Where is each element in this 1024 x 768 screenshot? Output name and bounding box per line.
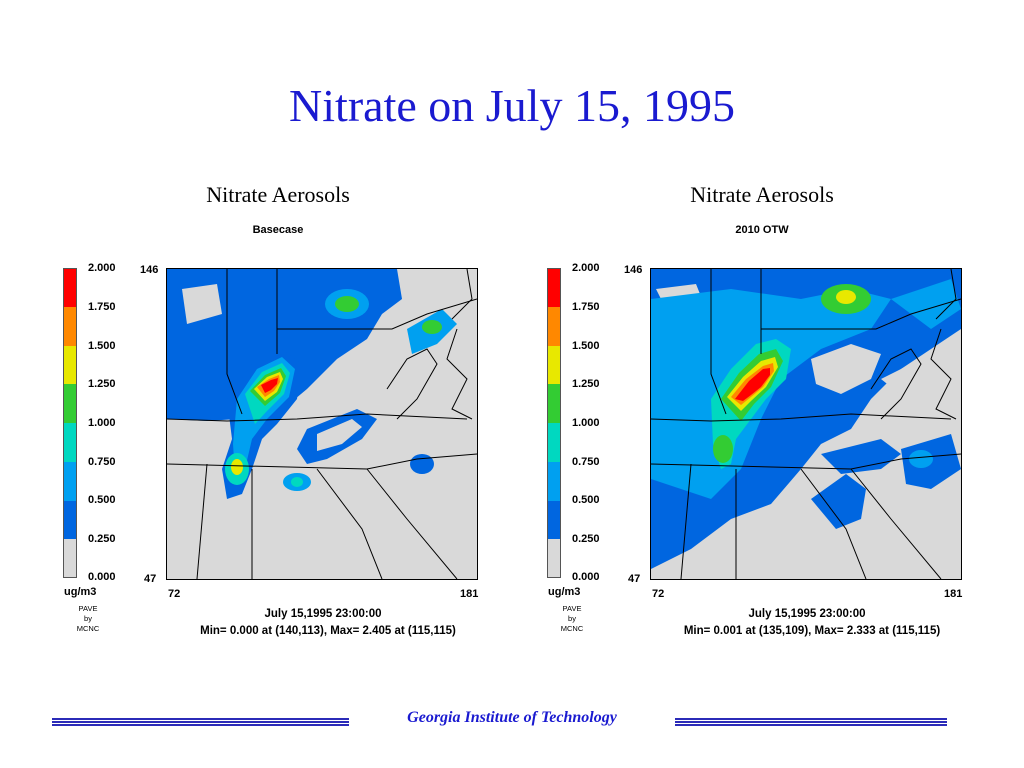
legend-tick: 0.250	[88, 533, 116, 545]
legend-swatch	[63, 500, 77, 540]
legend-tick: 1.000	[88, 417, 116, 429]
legend-swatch	[63, 539, 77, 579]
legend-tick: 0.500	[88, 494, 116, 506]
panel-title: Nitrate Aerosols	[690, 182, 834, 207]
legend-swatch	[63, 306, 77, 346]
legend-swatch	[63, 461, 77, 501]
legend-swatch	[547, 500, 561, 540]
concentration-map	[166, 268, 478, 580]
credit-label: PAVE by MCNC	[76, 604, 100, 633]
legend-tick: 1.500	[572, 340, 600, 352]
color-legend	[63, 268, 77, 579]
x-axis-left-label: 72	[652, 588, 665, 600]
legend-swatch	[547, 461, 561, 501]
legend-swatch	[63, 345, 77, 385]
legend-tick: 0.750	[572, 456, 600, 468]
legend-swatch	[547, 384, 561, 423]
legend-tick: 2.000	[88, 262, 116, 274]
legend-swatch	[63, 423, 77, 462]
legend-tick: 0.500	[572, 494, 600, 506]
concentration-map	[650, 268, 962, 580]
footer-rule-left	[52, 718, 349, 727]
legend-tick: 1.250	[88, 378, 116, 390]
legend-tick: 1.250	[572, 378, 600, 390]
legend-swatch	[547, 306, 561, 346]
legend-swatch	[547, 268, 561, 307]
legend-swatch	[547, 345, 561, 385]
map-panel-2010-otw: Nitrate Aerosols 2010 OTW 2.000 1.750 1.…	[542, 180, 982, 650]
legend-tick: 0.000	[572, 571, 600, 583]
min-max-readout: Min= 0.001 at (135,109), Max= 2.333 at (…	[683, 625, 941, 637]
timestamp: July 15,1995 23:00:00	[748, 608, 866, 620]
color-legend	[547, 268, 561, 579]
x-axis-right-label: 181	[944, 588, 963, 600]
timestamp: July 15,1995 23:00:00	[264, 608, 382, 620]
map-panel-basecase: Nitrate Aerosols Basecase 2.000 1.750 1.…	[58, 180, 498, 650]
panel-subtitle: Basecase	[252, 224, 304, 236]
legend-units: ug/m3	[548, 586, 581, 598]
legend-units: ug/m3	[64, 586, 97, 598]
legend-tick: 0.000	[88, 571, 116, 583]
legend-tick: 1.750	[572, 301, 600, 313]
legend-tick: 0.750	[88, 456, 116, 468]
min-max-readout: Min= 0.000 at (140,113), Max= 2.405 at (…	[200, 625, 456, 637]
legend-tick: 0.250	[572, 533, 600, 545]
y-axis-bottom-label: 47	[628, 573, 641, 585]
x-axis-left-label: 72	[168, 588, 181, 600]
legend-swatch	[63, 384, 77, 423]
concentration-map-svg	[167, 269, 477, 579]
y-axis-top-label: 146	[140, 264, 159, 276]
legend-swatch	[63, 268, 77, 307]
legend-swatch	[547, 539, 561, 579]
slide-title: Nitrate on July 15, 1995	[289, 80, 735, 131]
legend-tick: 1.000	[572, 417, 600, 429]
footer-rule-right	[675, 718, 947, 727]
panel-subtitle: 2010 OTW	[735, 224, 789, 236]
footer-text: Georgia Institute of Technology	[407, 709, 617, 726]
y-axis-bottom-label: 47	[144, 573, 157, 585]
legend-tick: 1.500	[88, 340, 116, 352]
y-axis-top-label: 146	[624, 264, 643, 276]
credit-label: PAVE by MCNC	[560, 604, 584, 633]
legend-tick: 1.750	[88, 301, 116, 313]
panel-title: Nitrate Aerosols	[206, 182, 350, 207]
x-axis-right-label: 181	[460, 588, 479, 600]
legend-tick: 2.000	[572, 262, 600, 274]
concentration-map-svg	[651, 269, 961, 579]
legend-swatch	[547, 423, 561, 462]
